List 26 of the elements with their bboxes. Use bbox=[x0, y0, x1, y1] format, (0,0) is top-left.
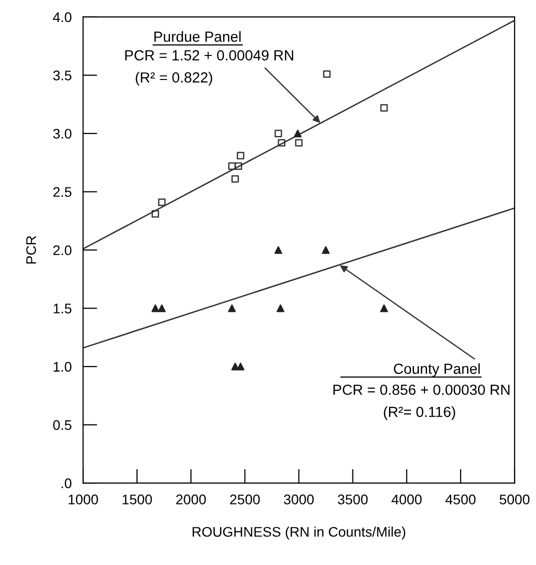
x-tick-label: 4500 bbox=[445, 494, 476, 504]
x-tick-label: 1500 bbox=[122, 494, 152, 504]
x-tick-label: 4000 bbox=[392, 494, 422, 504]
x-tick-label: 3000 bbox=[284, 494, 314, 504]
y-tick-label: 3.0 bbox=[53, 128, 72, 139]
x-tick-label: 2000 bbox=[176, 494, 206, 504]
x-tick-label: 5000 bbox=[500, 494, 530, 504]
annotation: PCR = 1.52 + 0.00049 RN bbox=[125, 50, 294, 60]
y-tick-label: 4.0 bbox=[52, 12, 72, 22]
y-tick-label: 2.0 bbox=[53, 245, 72, 256]
annotation: County Panel bbox=[394, 363, 480, 377]
y-tick-label: 1.0 bbox=[54, 362, 72, 372]
y-tick-label: 1.5 bbox=[54, 304, 72, 314]
x-tick-label: 3500 bbox=[338, 494, 368, 504]
y-tick-label: .0 bbox=[62, 478, 72, 488]
y-tick-label: 2.5 bbox=[53, 187, 72, 197]
annotation: (R² = 0.822) bbox=[136, 72, 212, 86]
annotation: Purdue Panel bbox=[154, 31, 241, 42]
y-tick-label: 0.5 bbox=[53, 420, 72, 430]
x-axis-title: ROUGHNESS (RN in Counts/Mile) bbox=[192, 526, 406, 540]
x-tick-label: 2500 bbox=[230, 494, 260, 504]
y-axis-title: PCR bbox=[26, 236, 36, 264]
x-tick-label: 1000 bbox=[68, 494, 98, 504]
y-tick-label: 3.5 bbox=[53, 70, 72, 80]
annotation: (R²= 0.116) bbox=[384, 406, 456, 420]
annotation: PCR = 0.856 + 0.00030 RN bbox=[333, 384, 510, 395]
